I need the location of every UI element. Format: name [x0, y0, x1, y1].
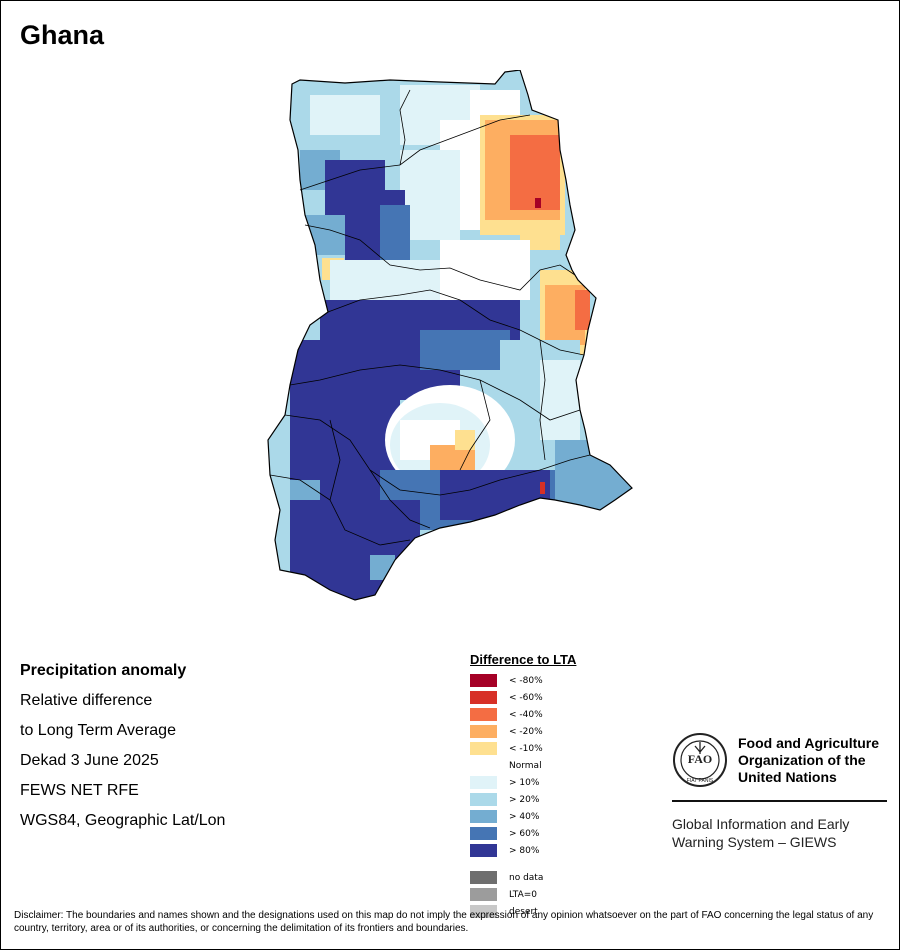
legend-swatch: [470, 888, 497, 901]
fao-name: Food and Agriculture Organization of the…: [738, 735, 879, 786]
legend-label: no data: [509, 872, 544, 883]
info-description-2: to Long Term Average: [20, 722, 176, 739]
fao-name-line-2: Organization of the: [738, 752, 866, 768]
legend-swatch: [470, 691, 497, 704]
map-title: Ghana: [20, 20, 105, 50]
anomaly-map: [260, 70, 640, 605]
fao-logo-motto: FIAT PANIS: [687, 778, 714, 784]
legend-extra-item: no data: [470, 869, 660, 886]
legend-swatch: [470, 776, 497, 789]
legend-swatch: [470, 793, 497, 806]
legend-swatch: [470, 674, 497, 687]
legend-swatch: [470, 827, 497, 840]
admin-boundaries: [269, 89, 591, 546]
legend-swatch: [470, 708, 497, 721]
legend-label: > 10%: [509, 777, 540, 788]
fao-name-line-3: United Nations: [738, 769, 837, 785]
legend-class-item: < -20%: [470, 723, 660, 740]
legend-class-item: > 10%: [470, 774, 660, 791]
fao-logo-letters: FAO: [688, 752, 712, 766]
legend: Difference to LTA < -80% < -60% < -40% < -2…: [470, 652, 660, 920]
legend-extra-item: LTA=0: [470, 886, 660, 903]
legend-label: > 80%: [509, 845, 540, 856]
legend-class-item: < -80%: [470, 672, 660, 689]
legend-class-item: > 80%: [470, 842, 660, 859]
giews-line-2: Warning System – GIEWS: [672, 834, 837, 850]
legend-swatch: [470, 725, 497, 738]
legend-label: Normal: [509, 760, 542, 771]
legend-swatch: [470, 742, 497, 755]
legend-swatch: [470, 905, 497, 918]
legend-label: < -60%: [509, 692, 543, 703]
legend-swatch: [470, 844, 497, 857]
legend-label: > 60%: [509, 828, 540, 839]
legend-title: Difference to LTA: [470, 652, 577, 667]
legend-class-item: Normal: [470, 757, 660, 774]
info-period: Dekad 3 June 2025: [20, 752, 159, 769]
fao-name-line-1: Food and Agriculture: [738, 735, 880, 751]
legend-swatch: [470, 759, 497, 772]
legend-label: > 40%: [509, 811, 540, 822]
map-info: Precipitation anomaly Relative differenc…: [20, 656, 225, 836]
giews-line-1: Global Information and Early: [672, 816, 850, 832]
legend-class-item: < -40%: [470, 706, 660, 723]
legend-class-item: < -60%: [470, 689, 660, 706]
legend-label: > 20%: [509, 794, 540, 805]
disclaimer: Disclaimer: The boundaries and names sho…: [14, 910, 874, 934]
info-source: FEWS NET RFE: [20, 782, 139, 799]
legend-label: < -20%: [509, 726, 543, 737]
legend-class-item: > 20%: [470, 791, 660, 808]
info-description-1: Relative difference: [20, 692, 153, 709]
legend-extra-item: desert: [470, 903, 660, 920]
giews-name: Global Information and Early Warning Sys…: [672, 815, 849, 851]
legend-label: desert: [509, 906, 538, 917]
legend-class-item: > 40%: [470, 808, 660, 825]
ghana-map-svg: [267, 70, 633, 601]
divider: [672, 800, 887, 802]
legend-class-item: < -10%: [470, 740, 660, 757]
legend-swatch: [470, 810, 497, 823]
legend-class-item: > 60%: [470, 825, 660, 842]
fao-logo-icon: FAO FIAT PANIS: [672, 732, 728, 788]
info-projection: WGS84, Geographic Lat/Lon: [20, 812, 226, 829]
country-boundary: [267, 70, 633, 601]
info-product: Precipitation anomaly: [20, 662, 187, 679]
legend-swatch: [470, 871, 497, 884]
legend-label: < -10%: [509, 743, 543, 754]
legend-label: < -80%: [509, 675, 543, 686]
legend-label: LTA=0: [509, 889, 537, 900]
legend-label: < -40%: [509, 709, 543, 720]
